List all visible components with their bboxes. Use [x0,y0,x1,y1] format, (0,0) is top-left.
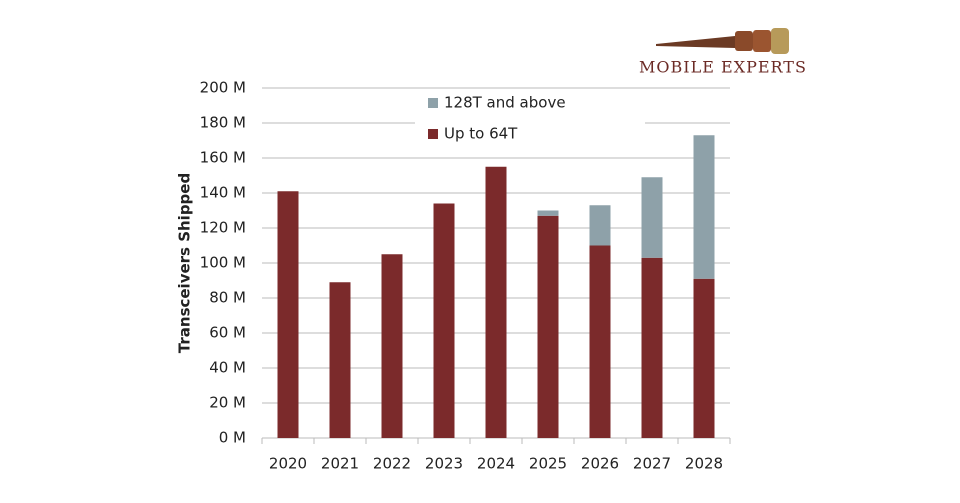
legend-swatch [428,129,438,139]
y-tick-label: 20 M [209,394,246,412]
y-tick-label: 0 M [219,429,246,447]
x-tick-label: 2024 [477,455,515,473]
bar-segment [693,135,715,279]
bar-segment [537,215,559,438]
legend-label: 128T and above [444,94,566,112]
y-tick-label: 180 M [200,114,246,132]
x-tick-label: 2021 [321,455,359,473]
bar-segment [589,245,611,438]
y-tick-label: 140 M [200,184,246,202]
x-tick-label: 2026 [581,455,619,473]
y-tick-label: 100 M [200,254,246,272]
y-tick-label: 40 M [209,359,246,377]
bar-segment [485,166,507,438]
bar-segment [433,203,455,438]
y-tick-label: 200 M [200,79,246,97]
logo-telescope [656,28,789,54]
x-tick-label: 2028 [685,455,723,473]
bar-segment [589,205,611,246]
bar-segment [381,254,403,438]
x-tick-label: 2025 [529,455,567,473]
x-tick-label: 2027 [633,455,671,473]
bar-segment [641,257,663,438]
y-tick-label: 160 M [200,149,246,167]
y-tick-label: 120 M [200,219,246,237]
bar-segment [693,278,715,438]
y-tick-label: 80 M [209,289,246,307]
legend-label: Up to 64T [444,125,518,143]
y-tick-label: 60 M [209,324,246,342]
x-tick-label: 2020 [269,455,307,473]
bar-segment [329,282,351,438]
legend-swatch [428,98,438,108]
logo-text: MOBILE EXPERTS [639,58,807,77]
bar-segment [641,177,663,258]
x-tick-label: 2022 [373,455,411,473]
bar-segment [277,191,299,438]
bar-segment [537,210,559,216]
legend-box [415,89,645,149]
y-axis-label: Transceivers Shipped [176,173,194,353]
x-tick-label: 2023 [425,455,463,473]
